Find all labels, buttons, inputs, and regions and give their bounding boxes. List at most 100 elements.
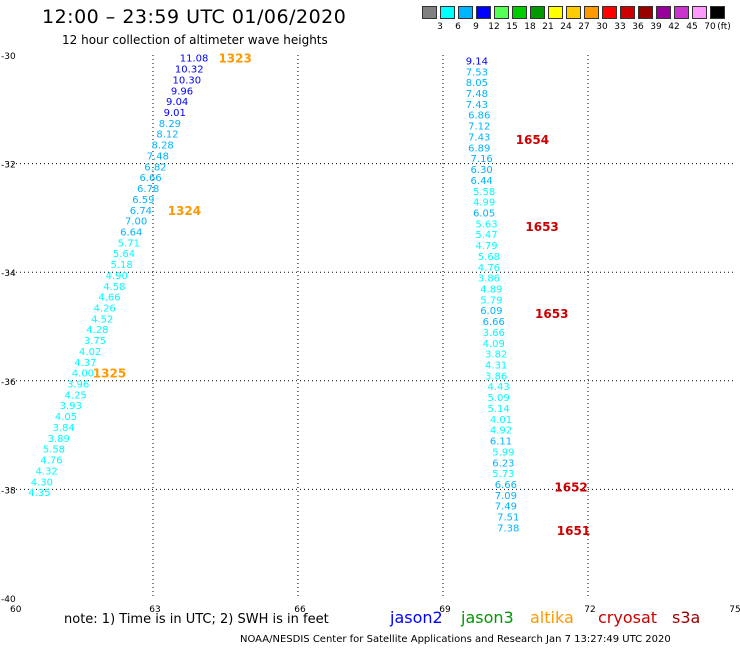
- wave-height-value: 4.66: [98, 293, 120, 304]
- color-scale-label: 15: [506, 22, 518, 32]
- color-swatch: [656, 6, 671, 19]
- wave-height-value: 6.89: [468, 143, 490, 154]
- wave-height-value: 4.28: [86, 325, 108, 336]
- wave-height-value: 5.79: [480, 295, 502, 306]
- color-scale-label: 36: [632, 22, 644, 32]
- color-scale-label: 12: [488, 22, 500, 32]
- color-swatch: [674, 6, 689, 19]
- color-swatch: [602, 6, 617, 19]
- wave-height-value: 9.96: [171, 86, 193, 97]
- x-tick-label: 63: [149, 605, 160, 615]
- wave-height-value: 4.02: [79, 347, 101, 358]
- wave-height-value: 3.82: [485, 350, 507, 361]
- wave-height-value: 5.71: [118, 238, 140, 249]
- wave-height-value: 6.78: [137, 184, 159, 195]
- wave-height-value: 3.86: [478, 274, 500, 285]
- wave-height-value: 6.11: [490, 437, 512, 448]
- wave-height-value: 4.09: [483, 339, 505, 350]
- pass-number-label: 1653: [535, 307, 568, 321]
- pass-number-label: 1652: [554, 481, 587, 495]
- wave-height-value: 4.31: [485, 361, 507, 372]
- wave-height-value: 6.86: [468, 111, 490, 122]
- color-scale-label: 9: [473, 22, 479, 32]
- wave-height-value: 5.09: [487, 393, 509, 404]
- wave-height-value: 5.73: [492, 469, 514, 480]
- pass-number-label: 1654: [516, 133, 549, 147]
- wave-height-value: 6.23: [492, 458, 514, 469]
- wave-height-value: 6.64: [120, 227, 142, 238]
- color-swatch: [530, 6, 545, 19]
- wave-height-value: 5.99: [492, 447, 514, 458]
- color-swatch: [422, 6, 437, 19]
- wave-height-value: 5.47: [475, 230, 497, 241]
- y-tick-label: -40: [1, 595, 16, 605]
- wave-height-value: 4.76: [478, 263, 500, 274]
- wave-height-value: 8.29: [159, 119, 181, 130]
- wave-height-value: 7.12: [468, 122, 490, 133]
- satellite-legend-altika: altika: [530, 608, 574, 627]
- wave-height-value: 6.59: [132, 195, 154, 206]
- wave-height-value: 7.43: [466, 100, 488, 111]
- color-scale-label: 3: [437, 22, 443, 32]
- wave-height-value: 7.48: [466, 89, 488, 100]
- wave-height-value: 6.66: [139, 173, 161, 184]
- color-swatch: [476, 6, 491, 19]
- wave-height-value: 6.74: [130, 206, 152, 217]
- wave-height-value: 4.92: [490, 426, 512, 437]
- wave-height-value: 3.93: [60, 401, 82, 412]
- chart-subtitle: 12 hour collection of altimeter wave hei…: [62, 33, 328, 47]
- chart-title: 12:00 – 23:59 UTC 01/06/2020: [42, 6, 347, 28]
- wave-height-value: 4.26: [94, 303, 116, 314]
- wave-height-value: 4.00: [72, 369, 94, 380]
- y-tick-label: -30: [1, 52, 16, 62]
- wave-height-value: 5.64: [113, 249, 135, 260]
- wave-height-value: 3.66: [483, 328, 505, 339]
- y-tick-label: -34: [1, 269, 16, 279]
- legend-note: note: 1) Time is in UTC; 2) SWH is in fe…: [64, 612, 329, 627]
- wave-height-value: 6.82: [144, 162, 166, 173]
- wave-height-value: 4.35: [28, 488, 50, 499]
- wave-height-value: 7.38: [497, 523, 519, 534]
- color-scale-unit: (ft): [717, 22, 731, 32]
- color-scale-label: 33: [614, 22, 626, 32]
- y-tick-label: -38: [1, 486, 16, 496]
- wave-height-value: 6.44: [471, 176, 493, 187]
- wave-height-value: 4.99: [473, 198, 495, 209]
- color-scale-label: 18: [524, 22, 536, 32]
- wave-height-value: 7.49: [495, 502, 517, 513]
- wave-height-value: 6.09: [480, 306, 502, 317]
- x-tick-label: 72: [584, 605, 595, 615]
- wave-height-value: 6.66: [483, 317, 505, 328]
- wave-height-value: 7.53: [466, 67, 488, 78]
- color-swatch: [566, 6, 581, 19]
- wave-height-value: 3.96: [67, 380, 89, 391]
- satellite-legend-s3a: s3a: [672, 608, 701, 627]
- color-swatch: [494, 6, 509, 19]
- color-scale-label: 39: [650, 22, 662, 32]
- wave-height-value: 7.16: [471, 154, 493, 165]
- wave-height-value: 4.25: [65, 390, 87, 401]
- wave-height-value: 4.43: [487, 382, 509, 393]
- color-scale-label: 45: [686, 22, 698, 32]
- wave-height-value: 4.90: [106, 271, 128, 282]
- wave-height-value: 5.18: [110, 260, 132, 271]
- wave-height-value: 4.89: [480, 284, 502, 295]
- pass-number-label: 1323: [218, 52, 251, 66]
- wave-height-value: 4.76: [40, 456, 62, 467]
- wave-height-value: 8.05: [466, 78, 488, 89]
- color-swatch: [548, 6, 563, 19]
- color-swatch: [440, 6, 455, 19]
- pass-number-label: 1651: [557, 524, 590, 538]
- wave-height-value: 4.79: [475, 241, 497, 252]
- x-tick-label: 60: [10, 605, 22, 615]
- wave-height-value: 7.00: [125, 217, 147, 228]
- wave-height-value: 4.52: [91, 314, 113, 325]
- wave-height-value: 6.66: [495, 480, 517, 491]
- pass-number-label: 1653: [525, 220, 558, 234]
- satellite-legend-jason2: jason2: [390, 608, 443, 627]
- wave-height-value: 8.28: [152, 141, 174, 152]
- wave-height-value: 7.09: [495, 491, 517, 502]
- wave-height-value: 5.63: [475, 219, 497, 230]
- color-swatch: [638, 6, 653, 19]
